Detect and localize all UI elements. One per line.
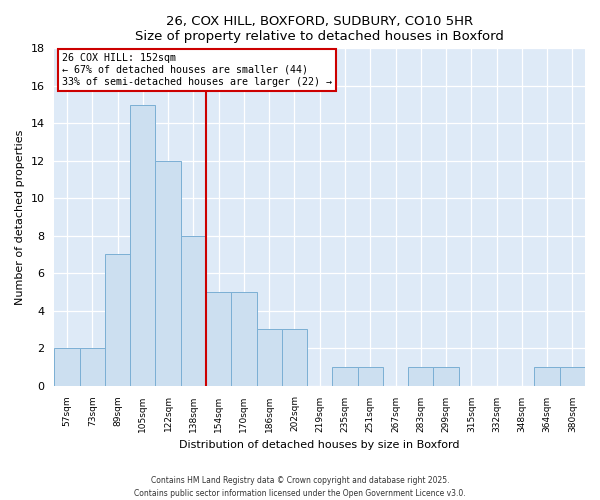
Bar	[155, 160, 181, 386]
Bar	[358, 367, 383, 386]
Text: Contains HM Land Registry data © Crown copyright and database right 2025.
Contai: Contains HM Land Registry data © Crown c…	[134, 476, 466, 498]
Title: 26, COX HILL, BOXFORD, SUDBURY, CO10 5HR
Size of property relative to detached h: 26, COX HILL, BOXFORD, SUDBURY, CO10 5HR…	[135, 15, 504, 43]
Y-axis label: Number of detached properties: Number of detached properties	[15, 130, 25, 304]
Bar	[130, 104, 155, 386]
Bar	[560, 367, 585, 386]
Bar	[231, 292, 257, 386]
Bar	[332, 367, 358, 386]
Bar	[433, 367, 458, 386]
X-axis label: Distribution of detached houses by size in Boxford: Distribution of detached houses by size …	[179, 440, 460, 450]
Bar	[181, 236, 206, 386]
Bar	[55, 348, 80, 386]
Bar	[282, 330, 307, 386]
Bar	[535, 367, 560, 386]
Bar	[80, 348, 105, 386]
Bar	[257, 330, 282, 386]
Bar	[105, 254, 130, 386]
Text: 26 COX HILL: 152sqm
← 67% of detached houses are smaller (44)
33% of semi-detach: 26 COX HILL: 152sqm ← 67% of detached ho…	[62, 54, 332, 86]
Bar	[206, 292, 231, 386]
Bar	[408, 367, 433, 386]
